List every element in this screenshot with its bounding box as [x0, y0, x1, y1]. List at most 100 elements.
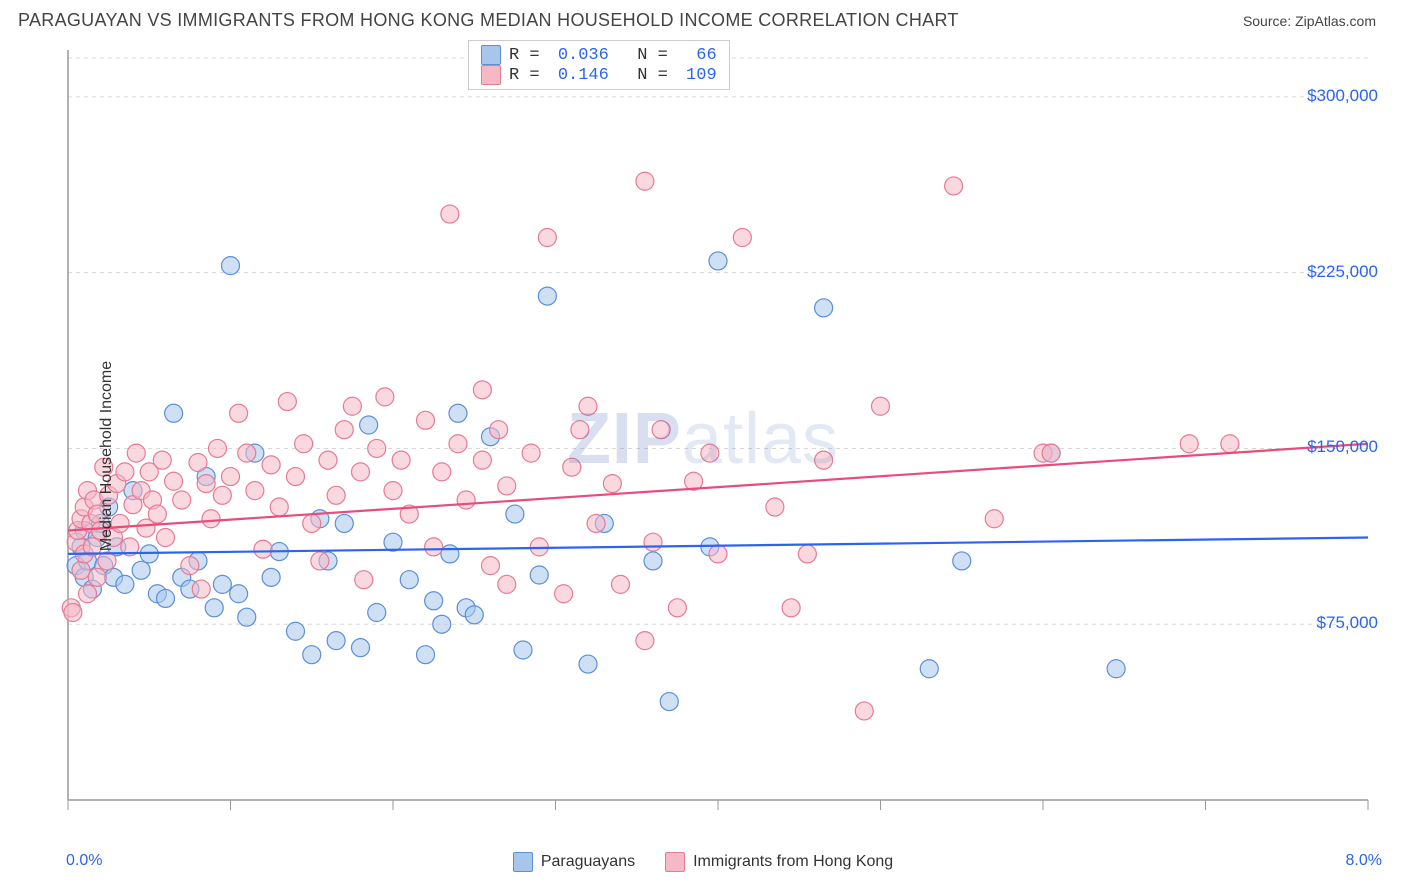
scatter-point-b [368, 439, 386, 457]
scatter-point-a [815, 299, 833, 317]
scatter-point-a [538, 287, 556, 305]
legend-label-a: Paraguayans [541, 853, 635, 871]
scatter-point-b [98, 552, 116, 570]
stats-n-key: N = [617, 66, 678, 85]
scatter-point-b [1221, 435, 1239, 453]
scatter-point-b [652, 421, 670, 439]
scatter-point-a [368, 604, 386, 622]
scatter-point-b [798, 545, 816, 563]
y-tick-label: $75,000 [1317, 613, 1378, 633]
scatter-point-b [238, 444, 256, 462]
scatter-point-b [522, 444, 540, 462]
y-axis-label: Median Household Income [98, 361, 116, 551]
scatter-point-a [287, 622, 305, 640]
scatter-point-a [262, 568, 280, 586]
scatter-point-a [1107, 660, 1125, 678]
scatter-point-b [571, 421, 589, 439]
scatter-point-b [985, 510, 1003, 528]
chart-title: PARAGUAYAN VS IMMIGRANTS FROM HONG KONG … [18, 10, 959, 31]
scatter-point-a [441, 545, 459, 563]
scatter-point-a [514, 641, 532, 659]
scatter-point-a [360, 416, 378, 434]
y-tick-label: $300,000 [1307, 86, 1378, 106]
scatter-point-a [157, 589, 175, 607]
scatter-point-b [490, 421, 508, 439]
scatter-point-a [465, 606, 483, 624]
stats-swatch-b [481, 65, 501, 85]
scatter-point-a [417, 646, 435, 664]
scatter-point-a [213, 575, 231, 593]
scatter-point-b [173, 491, 191, 509]
scatter-point-b [270, 498, 288, 516]
scatter-point-b [457, 491, 475, 509]
scatter-point-b [254, 540, 272, 558]
legend-item-b: Immigrants from Hong Kong [665, 852, 893, 872]
stats-row-b: R = 0.146 N = 109 [481, 65, 717, 85]
scatter-point-b [189, 454, 207, 472]
scatter-point-b [538, 229, 556, 247]
scatter-point-b [449, 435, 467, 453]
scatter-point-b [636, 172, 654, 190]
scatter-point-b [766, 498, 784, 516]
scatter-point-b [202, 510, 220, 528]
scatter-point-b [352, 463, 370, 481]
legend-item-a: Paraguayans [513, 852, 635, 872]
scatter-point-b [343, 397, 361, 415]
scatter-point-b [157, 529, 175, 547]
legend-label-b: Immigrants from Hong Kong [693, 853, 893, 871]
scatter-point-b [425, 538, 443, 556]
scatter-point-a [400, 571, 418, 589]
scatter-point-a [660, 693, 678, 711]
stats-r-key: R = [509, 66, 550, 85]
scatter-point-b [612, 575, 630, 593]
scatter-point-b [148, 505, 166, 523]
chart-source: Source: ZipAtlas.com [1243, 13, 1376, 29]
scatter-point-b [213, 486, 231, 504]
scatter-point-b [79, 585, 97, 603]
scatter-point-b [295, 435, 313, 453]
scatter-point-b [72, 561, 90, 579]
scatter-point-b [262, 456, 280, 474]
scatter-point-b [181, 557, 199, 575]
scatter-point-b [355, 571, 373, 589]
stats-r-val: 0.036 [558, 46, 609, 65]
scatter-point-a [116, 575, 134, 593]
legend-swatch-a [513, 852, 533, 872]
scatter-point-a [506, 505, 524, 523]
stats-n-key: N = [617, 46, 678, 65]
chart-header: PARAGUAYAN VS IMMIGRANTS FROM HONG KONG … [0, 0, 1406, 37]
scatter-point-b [555, 585, 573, 603]
scatter-point-b [197, 475, 215, 493]
scatter-point-b [1180, 435, 1198, 453]
scatter-point-a [530, 566, 548, 584]
scatter-point-b [579, 397, 597, 415]
scatter-point-a [425, 592, 443, 610]
scatter-point-b [701, 444, 719, 462]
scatter-point-b [64, 604, 82, 622]
scatter-point-a [709, 252, 727, 270]
scatter-point-b [222, 468, 240, 486]
scatter-point-b [872, 397, 890, 415]
scatter-point-b [287, 468, 305, 486]
scatter-point-b [482, 557, 500, 575]
source-name: ZipAtlas.com [1295, 13, 1376, 29]
scatter-point-a [352, 639, 370, 657]
stats-n-val: 66 [686, 46, 717, 65]
scatter-point-b [668, 599, 686, 617]
scatter-point-b [319, 451, 337, 469]
correlation-stats-box: R = 0.036 N = 66R = 0.146 N = 109 [468, 40, 730, 90]
scatter-point-b [473, 381, 491, 399]
scatter-point-b [88, 568, 106, 586]
scatter-point-a [644, 552, 662, 570]
scatter-point-a [953, 552, 971, 570]
scatter-point-a [303, 646, 321, 664]
stats-row-a: R = 0.036 N = 66 [481, 45, 717, 65]
scatter-point-b [644, 533, 662, 551]
scatter-point-a [433, 615, 451, 633]
scatter-point-b [498, 477, 516, 495]
scatter-chart [18, 40, 1388, 872]
scatter-point-b [311, 552, 329, 570]
scatter-point-a [238, 608, 256, 626]
scatter-point-b [473, 451, 491, 469]
scatter-point-b [587, 514, 605, 532]
